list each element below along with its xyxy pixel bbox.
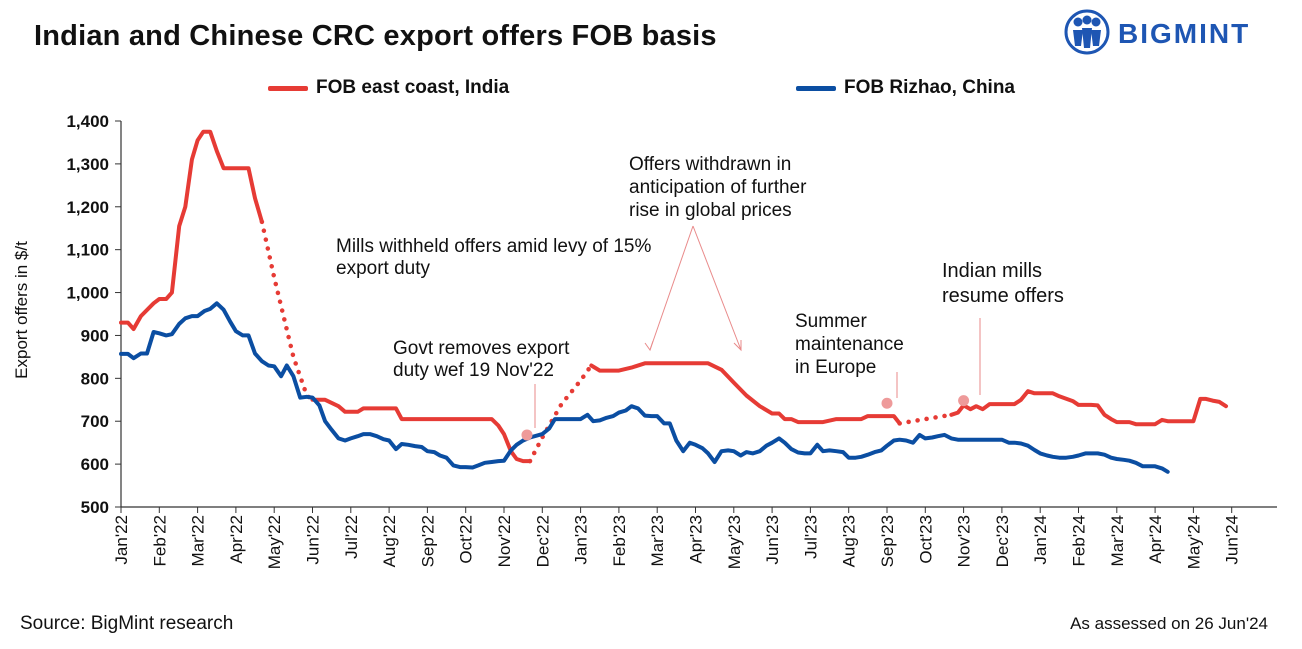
x-tick-label: Apr'23 [687,515,706,564]
annotation-arrow-left [649,225,694,351]
event-marker-dot [521,429,533,441]
arrowhead-right [733,340,742,352]
y-tick-labels: 500 600 700 800 900 1,000 1,100 1,200 1,300 1,400 [66,112,109,517]
annotation-duty-removed: Govt removes export [393,338,570,359]
x-tick-label: Dec'23 [993,515,1012,567]
legend-item-china: FOB Rizhao, China [796,77,1015,99]
x-tick-label: May'22 [265,515,284,569]
x-tick-label: Oct'22 [457,515,476,564]
annotation-offers-withdrawn: Offers withdrawn in [629,154,791,175]
y-tick-label: 1,400 [66,112,109,131]
annotation-arrow-right [692,225,742,351]
india-series-line [119,129,264,331]
arrowhead-left [644,340,654,352]
legend-label-india: FOB east coast, India [316,77,510,98]
india-series-line [949,389,1228,427]
x-tick-label: Oct'23 [916,515,935,564]
india-series-line [527,363,594,464]
chart-legend: FOB east coast, India FOB Rizhao, China [0,77,1302,103]
x-tick-label: Aug'22 [380,515,399,567]
annotation-export-duty-levy: Mills withheld offers amid levy of 15% [336,236,651,257]
x-tick-label: Jan'23 [572,515,591,565]
x-tick-label: Aug'23 [840,515,859,567]
y-tick-label: 1,000 [66,284,109,303]
x-tick-label: Feb'22 [150,515,169,566]
x-tick-label: Jun'24 [1223,515,1242,565]
x-tick-label: Mar'24 [1108,515,1127,566]
y-tick-label: 900 [81,326,109,345]
x-tick-label: May'24 [1184,515,1203,569]
x-tick-labels: Jan'22 Feb'22 Mar'22 Apr'22 May'22 Jun'22 Jul'… [112,515,1242,569]
x-tick-label: Nov'22 [495,515,514,567]
annotation-offers-withdrawn: anticipation of further [629,177,807,198]
x-tick-label: Jun'23 [763,515,782,565]
legend-swatch-china [796,85,836,91]
logo-people-icon [1064,9,1110,55]
annotation-export-duty-levy: export duty [336,258,430,279]
china-series-line [119,301,1170,474]
x-tick-label: Jul'22 [342,515,361,559]
y-tick-label: 600 [81,455,109,474]
chart-title: Indian and Chinese CRC export offers FOB… [34,20,717,52]
series-lines [119,129,1228,474]
india-series-line [259,219,315,403]
y-tick-label: 800 [81,369,109,388]
x-tick-label: Jul'23 [801,515,820,559]
x-tick-label: Jan'24 [1031,515,1050,565]
x-tick-label: May'23 [725,515,744,569]
chart-axes [115,120,1277,513]
y-tick-label: 700 [81,412,109,431]
logo-wordmark: BIGMINT [1118,18,1251,49]
x-tick-label: Sep'23 [878,515,897,567]
x-tick-label: Jun'22 [304,515,323,565]
event-marker-dot [958,395,970,407]
y-tick-label: 1,300 [66,155,109,174]
legend-label-china: FOB Rizhao, China [844,77,1015,98]
assessed-note: As assessed on 26 Jun'24 [1070,614,1268,633]
x-tick-label: Mar'22 [189,515,208,566]
x-tick-label: Feb'24 [1070,515,1089,566]
y-tick-label: 1,100 [66,241,109,260]
x-tick-label: Mar'23 [648,515,667,566]
annotation-offers-withdrawn: rise in global prices [629,200,792,221]
annotation-duty-removed: duty wef 19 Nov'22 [393,360,554,381]
x-tick-label: Jan'22 [112,515,131,565]
india-series-line [897,412,954,426]
chart-annotations: Mills withheld offers amid levy of 15%ex… [336,154,1064,441]
x-tick-label: Apr'22 [227,515,246,564]
legend-swatch-india [268,85,308,91]
y-tick-label: 1,200 [66,198,109,217]
annotation-summer-maintenance: in Europe [795,357,876,378]
x-tick-label: Dec'22 [533,515,552,567]
x-tick-label: Feb'23 [610,515,629,566]
x-tick-label: Nov'23 [955,515,974,567]
y-tick-label: 500 [81,498,109,517]
bigmint-logo: BIGMINT [1064,8,1294,56]
india-series-line [310,397,532,464]
legend-item-india: FOB east coast, India [268,77,509,99]
annotation-summer-maintenance: maintenance [795,334,904,355]
x-tick-label: Apr'24 [1146,515,1165,564]
source-note: Source: BigMint research [20,613,234,634]
annotation-mills-resume: Indian mills [942,260,1042,282]
annotation-mills-resume: resume offers [942,285,1064,307]
x-tick-label: Sep'22 [418,515,437,567]
annotation-summer-maintenance: Summer [795,311,867,332]
india-series-line [589,361,902,426]
event-marker-dot [881,397,893,409]
